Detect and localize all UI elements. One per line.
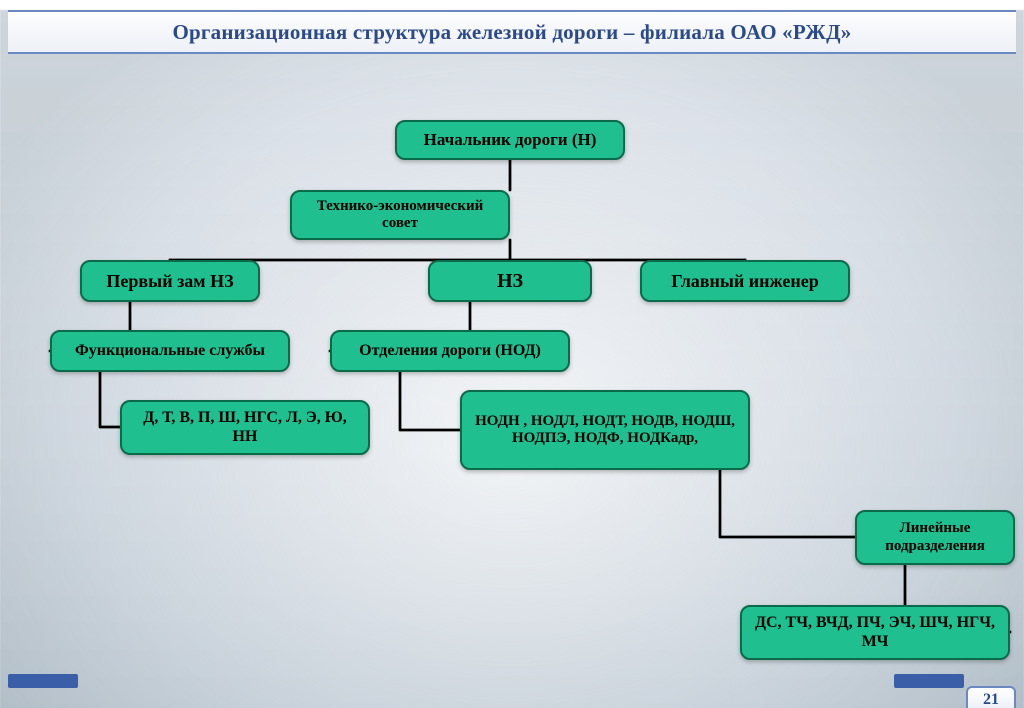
node-func: Функциональные службы	[50, 330, 290, 372]
node-nod: Отделения дороги (НОД)	[330, 330, 570, 372]
decor-strip-right	[894, 674, 964, 688]
slide: Организационная структура железной дорог…	[0, 10, 1024, 708]
node-linearList: ДС, ТЧ, ВЧД, ПЧ, ЭЧ, ШЧ, НГЧ, МЧ	[740, 605, 1010, 660]
page-number-tab: 21	[966, 686, 1016, 708]
node-council: Технико-экономический совет	[290, 190, 510, 240]
slide-title: Организационная структура железной дорог…	[173, 20, 852, 45]
node-funcList: Д, Т, В, П, Ш, НГС, Л, Э, Ю, НН	[120, 400, 370, 455]
node-nodList: НОДН , НОДЛ, НОДТ, НОДВ, НОДШ, НОДПЭ, НО…	[460, 390, 750, 470]
node-engineer: Главный инженер	[640, 260, 850, 302]
decor-strip-left	[8, 674, 78, 688]
node-nz: НЗ	[428, 260, 592, 302]
node-root: Начальник дороги (Н)	[395, 120, 625, 160]
node-linear: Линейные подразделения	[855, 510, 1015, 565]
title-bar: Организационная структура железной дорог…	[8, 10, 1016, 54]
node-nz1: Первый зам НЗ	[80, 260, 260, 302]
page-number: 21	[983, 691, 999, 708]
org-chart: Начальник дороги (Н) Технико-экономически…	[0, 60, 1024, 700]
